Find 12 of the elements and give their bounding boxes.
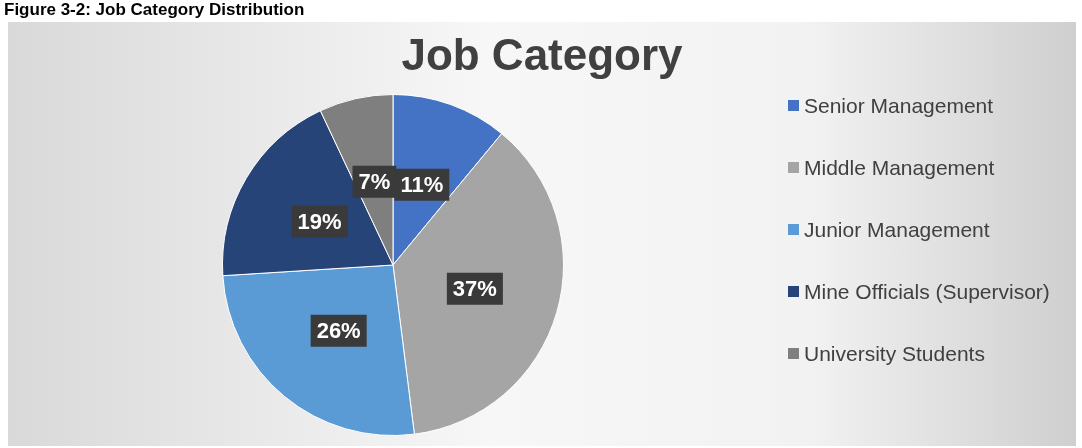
data-label: 19%	[297, 208, 342, 234]
data-label: 7%	[358, 168, 391, 194]
data-label: 11%	[400, 171, 444, 197]
legend-label: Middle Management	[804, 156, 995, 180]
legend-label: Junior Management	[804, 218, 990, 242]
data-label: 37%	[452, 275, 497, 301]
caption: Figure 3-2: Job Category Distribution	[4, 0, 305, 20]
legend-label: Senior Management	[804, 94, 994, 118]
data-label: 26%	[316, 317, 361, 343]
legend-label: University Students	[804, 342, 985, 366]
chart-title: Job Category	[400, 30, 684, 80]
legend-label: Mine Officials (Supervisor)	[804, 280, 1050, 304]
